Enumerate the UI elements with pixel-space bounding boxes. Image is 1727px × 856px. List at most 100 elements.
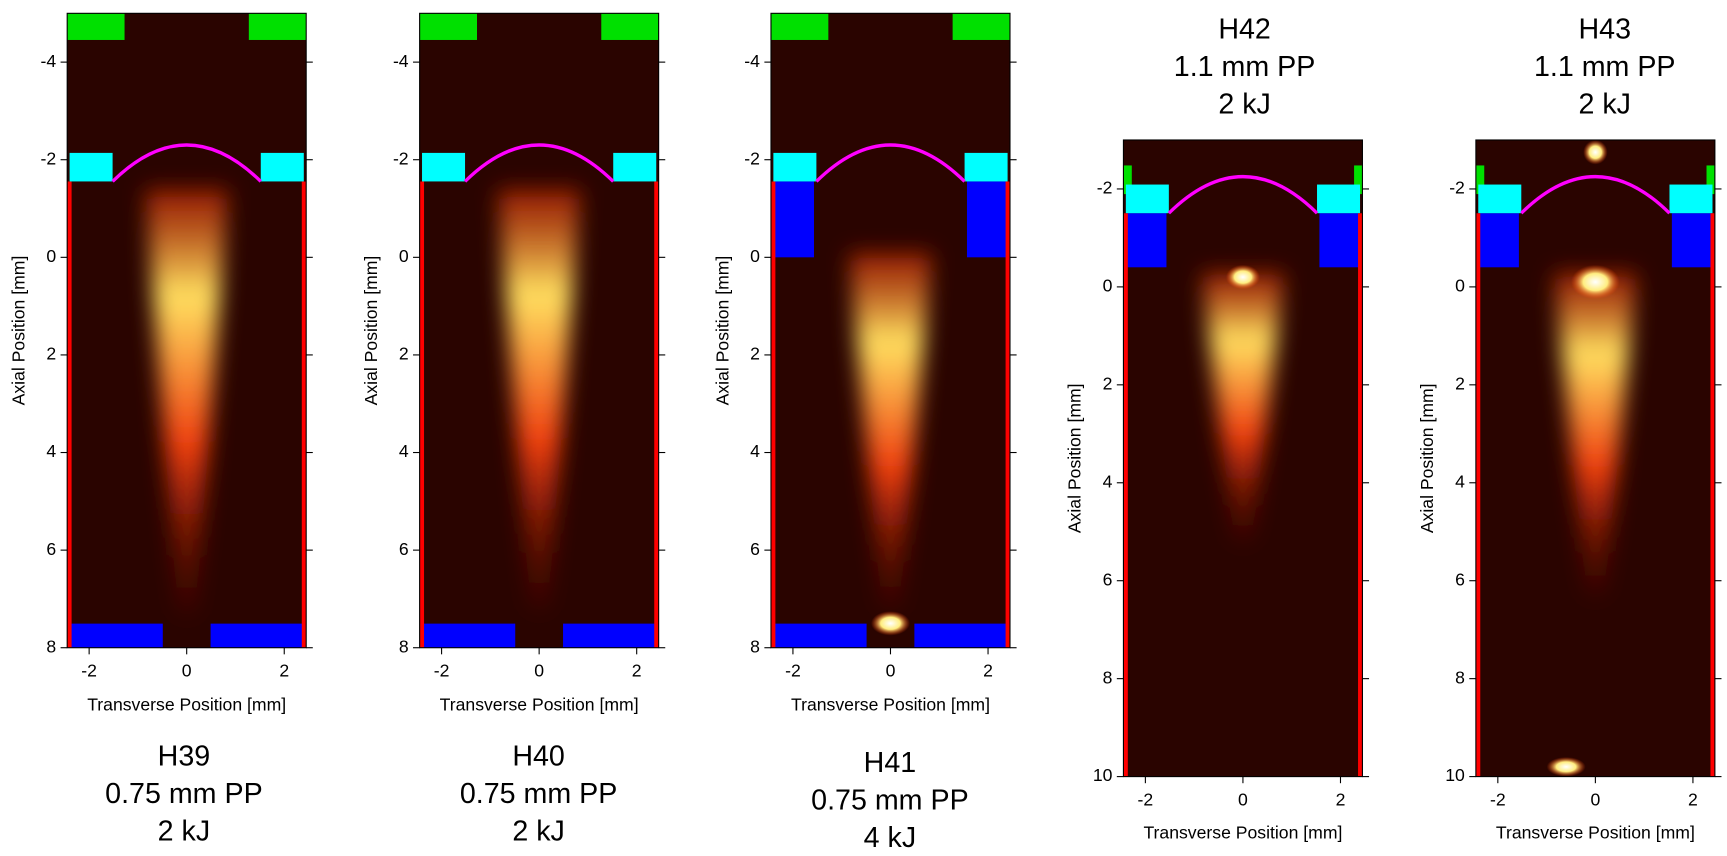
plume — [1201, 272, 1285, 542]
plume — [145, 189, 229, 614]
bright-spot — [1570, 264, 1620, 300]
magenta-arc — [111, 143, 262, 183]
y-tick-label: -2 — [393, 148, 409, 168]
y-tick-label: 4 — [750, 441, 760, 461]
cyan-block — [964, 152, 1008, 182]
blue-block — [914, 623, 1008, 648]
green-block — [419, 13, 477, 40]
green-block — [1123, 165, 1132, 195]
y-tick-label: 2 — [399, 344, 409, 364]
x-axis-label: Transverse Position [mm] — [87, 695, 286, 715]
blue-block — [773, 623, 867, 648]
x-axis-label: Transverse Position [mm] — [1143, 823, 1342, 843]
green-block — [952, 13, 1010, 40]
x-tick-label: 0 — [182, 661, 192, 681]
blue-block — [422, 623, 516, 648]
green-block — [770, 13, 829, 40]
y-tick-label: -4 — [744, 51, 760, 71]
x-axis-label: Transverse Position [mm] — [440, 695, 639, 715]
panel-title: 0.75 mm PP — [811, 784, 969, 816]
magenta-arc — [1167, 174, 1319, 215]
x-axis-label: Transverse Position [mm] — [791, 695, 990, 715]
y-tick-label: 2 — [1103, 373, 1113, 393]
panel-title: 0.75 mm PP — [460, 778, 617, 810]
blue-block — [69, 623, 163, 648]
y-tick-label: 8 — [399, 636, 409, 656]
y-tick-label: 6 — [750, 539, 760, 559]
x-tick-label: -2 — [785, 661, 801, 681]
cyan-block — [613, 152, 657, 182]
x-tick-label: -2 — [1490, 789, 1506, 809]
cyan-block — [69, 152, 113, 182]
panel: -4 -2 0 2 4 6 8 -2 0 2 Transverse Position [mm] Axi… — [361, 12, 666, 847]
panel: -4 -2 0 2 4 6 8 -2 0 2 Transverse Position [mm] Axi… — [712, 12, 1017, 854]
y-tick-label: -2 — [744, 148, 760, 168]
plume — [1553, 272, 1637, 596]
y-tick-label: 2 — [46, 344, 56, 364]
y-tick-label: 4 — [1103, 471, 1113, 491]
y-tick-label: -2 — [1449, 178, 1465, 198]
blue-block — [1478, 213, 1519, 268]
x-tick-label: 2 — [1336, 789, 1346, 809]
cyan-block — [260, 152, 304, 182]
panel-title: H40 — [512, 740, 565, 772]
x-tick-label: -2 — [1138, 789, 1154, 809]
y-tick-label: 4 — [46, 441, 56, 461]
y-tick-label: 8 — [1103, 667, 1113, 687]
panel-title: 4 kJ — [864, 822, 916, 854]
x-tick-label: 0 — [534, 661, 544, 681]
panel-title: 2 kJ — [1218, 88, 1271, 120]
y-axis-label: Axial Position [mm] — [1417, 383, 1437, 533]
bright-spot — [1546, 757, 1586, 777]
y-tick-label: 2 — [750, 344, 760, 364]
x-tick-label: 0 — [1590, 789, 1600, 809]
x-tick-label: 2 — [279, 661, 289, 681]
green-block — [601, 13, 659, 40]
x-tick-label: 2 — [1688, 789, 1698, 809]
magenta-arc — [1520, 174, 1671, 215]
panel: -2 0 2 4 6 8 10 -2 0 2 Transverse Position [mm] Axi… — [1417, 14, 1722, 843]
y-tick-label: 10 — [1445, 765, 1465, 785]
y-axis-label: Axial Position [mm] — [712, 256, 732, 406]
panel-title: 2 kJ — [1578, 88, 1631, 120]
panel: -4 -2 0 2 4 6 8 -2 0 2 Transverse Position [mm] Axi… — [8, 12, 313, 847]
y-axis-label: Axial Position [mm] — [1065, 383, 1085, 533]
plume — [497, 189, 581, 609]
y-tick-label: 6 — [46, 539, 56, 559]
blue-block — [1319, 213, 1361, 268]
blue-block — [1125, 213, 1167, 268]
cyan-block — [422, 152, 466, 182]
y-tick-label: 8 — [46, 636, 56, 656]
x-axis-label: Transverse Position [mm] — [1496, 823, 1695, 843]
y-tick-label: 8 — [1455, 667, 1465, 687]
panel-title: 1.1 mm PP — [1174, 51, 1316, 83]
blue-block — [773, 181, 815, 258]
panel: -2 0 2 4 6 8 10 -2 0 2 Transverse Position [mm] Axi… — [1065, 14, 1370, 843]
x-tick-label: -2 — [81, 661, 97, 681]
panel-title: 2 kJ — [512, 815, 565, 847]
y-tick-label: 6 — [1455, 569, 1465, 589]
green-block — [1706, 165, 1715, 195]
cyan-block — [1317, 184, 1361, 214]
y-tick-label: -4 — [40, 51, 56, 71]
y-tick-label: 6 — [399, 539, 409, 559]
magenta-arc — [463, 143, 615, 183]
y-axis-label: Axial Position [mm] — [8, 256, 28, 406]
panel-title: H41 — [864, 747, 917, 779]
blue-block — [966, 181, 1008, 258]
blue-block — [563, 623, 657, 648]
y-tick-label: 4 — [1455, 471, 1465, 491]
plume — [849, 252, 932, 609]
panel-title: H39 — [158, 740, 211, 772]
blue-block — [1671, 213, 1713, 268]
y-tick-label: 2 — [1455, 373, 1465, 393]
panel-title: H42 — [1218, 14, 1271, 46]
y-axis-label: Axial Position [mm] — [361, 256, 381, 406]
y-tick-label: -2 — [40, 148, 56, 168]
magenta-arc — [815, 143, 966, 183]
y-tick-label: 0 — [399, 246, 409, 266]
x-tick-label: 0 — [1238, 789, 1248, 809]
y-tick-label: 6 — [1103, 569, 1113, 589]
